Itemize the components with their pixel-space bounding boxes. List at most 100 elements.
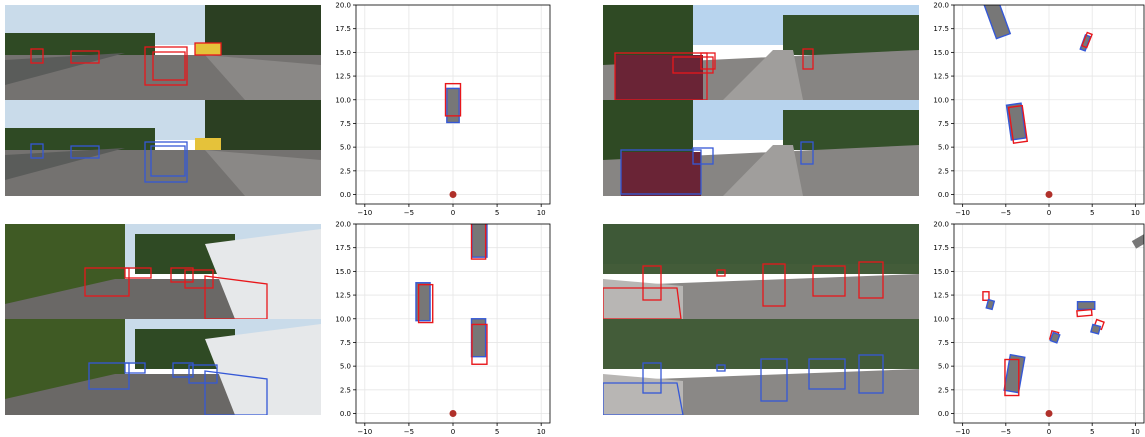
camera-image-prediction (5, 224, 321, 319)
object-fill (471, 318, 486, 357)
object-fill (1077, 301, 1095, 310)
birds-eye-plot: −10 −5 0 5 10 0.0 2.5 5.0 7.5 10.0 12.5 15.0 17.5 20.… (933, 221, 1145, 435)
ground-truth-box (983, 5, 1012, 40)
x-tick-label: 10 (537, 428, 546, 435)
ground-truth-box (446, 87, 460, 124)
y-tick-label: 17.5 (335, 25, 351, 33)
y-tick-label: 17.5 (335, 244, 351, 252)
object-fill (1131, 233, 1144, 249)
camera-image-prediction (5, 5, 321, 100)
x-tick-label: 5 (1090, 209, 1094, 216)
x-tick-label: −10 (357, 209, 372, 216)
prediction-box (417, 283, 434, 324)
ground-truth-box (1003, 353, 1026, 394)
prediction-box (1081, 31, 1093, 49)
y-tick-label: 10.0 (933, 96, 949, 104)
x-tick-label: −10 (955, 428, 970, 435)
x-tick-label: −5 (404, 428, 414, 435)
prediction-box (444, 82, 462, 117)
x-tick-label: 10 (1131, 209, 1140, 216)
y-tick-label: 12.5 (335, 292, 351, 300)
ego-vehicle-marker (1045, 191, 1053, 199)
prediction-box (1007, 104, 1029, 144)
prediction-box (1076, 308, 1093, 318)
ground-truth-box (985, 298, 996, 311)
prediction-box (982, 291, 990, 301)
ground-truth-box (1049, 331, 1061, 344)
x-tick-label: −5 (404, 209, 414, 216)
camera-image-ground-truth (5, 319, 321, 415)
ego-vehicle-marker (449, 410, 457, 418)
y-tick-label: 0.0 (938, 410, 949, 418)
object-fill (1080, 34, 1091, 51)
ground-truth-box (415, 282, 431, 322)
y-tick-label: 17.5 (933, 244, 949, 252)
axes-frame (953, 223, 1145, 424)
object-fill (984, 5, 1011, 39)
y-tick-label: 5.0 (340, 363, 351, 371)
axes-frame (355, 223, 551, 424)
ego-vehicle-marker (449, 191, 457, 199)
y-tick-label: 15.0 (335, 49, 351, 57)
x-tick-label: 0 (1047, 209, 1051, 216)
y-tick-label: 7.5 (938, 120, 949, 128)
ground-truth-box (1005, 102, 1027, 141)
birds-eye-plot: −10 −5 0 5 10 0.0 2.5 5.0 7.5 10.0 12.5 15.0 17.5 20.… (335, 2, 551, 216)
x-tick-label: 0 (451, 209, 455, 216)
y-tick-label: 7.5 (938, 339, 949, 347)
y-tick-label: 2.5 (938, 386, 949, 394)
ground-truth-box (1076, 301, 1096, 310)
y-tick-label: 20.0 (335, 2, 351, 10)
y-tick-label: 5.0 (938, 144, 949, 152)
object-fill (415, 282, 431, 321)
y-tick-label: 20.0 (933, 2, 949, 10)
y-tick-label: 2.5 (340, 386, 351, 394)
x-tick-label: −5 (1001, 209, 1011, 216)
y-tick-label: 10.0 (335, 315, 351, 323)
x-tick-label: 5 (495, 209, 499, 216)
y-tick-label: 7.5 (340, 120, 351, 128)
y-tick-label: 0.0 (340, 191, 351, 199)
camera-image-ground-truth (603, 100, 919, 196)
prediction-box (471, 323, 488, 365)
y-tick-label: 0.0 (938, 191, 949, 199)
y-tick-label: 2.5 (938, 167, 949, 175)
y-tick-label: 2.5 (340, 167, 351, 175)
x-tick-label: 5 (495, 428, 499, 435)
object-fill (1090, 324, 1101, 334)
y-tick-label: 15.0 (933, 268, 949, 276)
y-tick-label: 0.0 (340, 410, 351, 418)
ego-vehicle-marker (1045, 410, 1053, 418)
x-tick-label: 10 (1131, 428, 1140, 435)
x-tick-label: −10 (955, 209, 970, 216)
object-fill (446, 88, 460, 123)
object-fill (471, 224, 487, 258)
y-tick-label: 5.0 (340, 144, 351, 152)
y-tick-label: 12.5 (335, 73, 351, 81)
y-tick-label: 15.0 (933, 49, 949, 57)
camera-image-ground-truth (5, 100, 321, 196)
camera-image-prediction (603, 224, 919, 319)
prediction-box (1004, 358, 1020, 397)
birds-eye-plot: −10 −5 0 5 10 0.0 2.5 5.0 7.5 10.0 12.5 15.0 17.5 20.… (335, 221, 551, 435)
y-tick-label: 5.0 (938, 363, 949, 371)
y-tick-label: 10.0 (933, 315, 949, 323)
x-tick-label: 10 (537, 209, 546, 216)
y-tick-label: 20.0 (335, 221, 351, 229)
y-tick-label: 20.0 (933, 221, 949, 229)
y-tick-label: 7.5 (340, 339, 351, 347)
axes-frame (355, 4, 551, 205)
x-tick-label: −5 (1001, 428, 1011, 435)
x-tick-label: 0 (1047, 428, 1051, 435)
prediction-box (470, 224, 487, 260)
x-tick-label: −10 (357, 428, 372, 435)
y-tick-label: 10.0 (335, 96, 351, 104)
axes-frame (953, 4, 1145, 205)
camera-image-prediction (603, 5, 919, 100)
x-tick-label: 5 (1090, 428, 1094, 435)
ground-truth-box (1090, 323, 1102, 335)
camera-image-ground-truth (603, 319, 919, 415)
y-tick-label: 12.5 (933, 73, 949, 81)
y-tick-label: 17.5 (933, 25, 949, 33)
y-tick-label: 12.5 (933, 292, 949, 300)
